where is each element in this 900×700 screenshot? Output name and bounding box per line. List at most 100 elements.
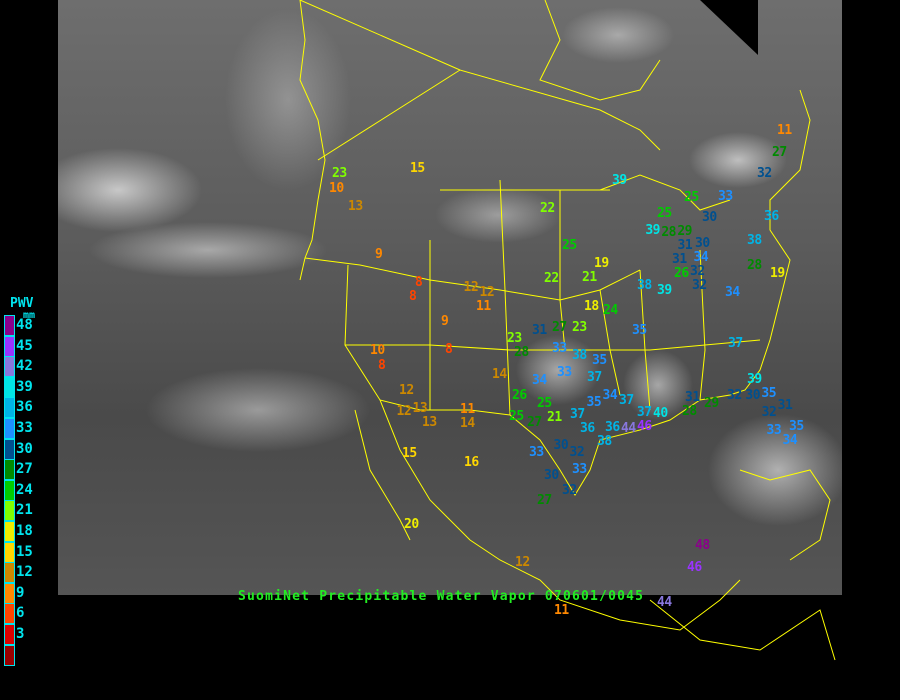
station-value: 9 bbox=[441, 314, 449, 329]
legend-label: 18 bbox=[16, 523, 33, 539]
station-value: 46 bbox=[687, 560, 702, 575]
legend-label: 33 bbox=[16, 420, 33, 436]
legend-swatch bbox=[4, 541, 15, 563]
legend-swatch bbox=[4, 624, 15, 645]
station-value: 31 bbox=[532, 323, 547, 338]
station-value: 32 bbox=[569, 445, 585, 460]
station-value: 19 bbox=[594, 256, 609, 271]
legend-label: 36 bbox=[16, 399, 33, 416]
station-value: 32 bbox=[761, 405, 777, 420]
legend-label: 15 bbox=[16, 543, 33, 560]
legend-swatch bbox=[4, 335, 15, 357]
station-value: 30 bbox=[745, 388, 761, 403]
border-line bbox=[345, 339, 761, 351]
station-value: 33 bbox=[766, 423, 782, 438]
legend-label: 9 bbox=[16, 584, 25, 601]
station-value: 39 bbox=[612, 173, 627, 188]
station-value: 12 bbox=[396, 404, 412, 419]
station-value: 31 bbox=[672, 252, 687, 268]
station-value: 30 bbox=[544, 468, 559, 483]
legend-label: 6 bbox=[16, 605, 25, 622]
legend-swatch bbox=[4, 376, 15, 398]
station-value: 37 bbox=[587, 370, 602, 385]
station-value: 32 bbox=[727, 388, 742, 403]
legend-label: 45 bbox=[16, 337, 33, 354]
station-value: 27 bbox=[527, 415, 542, 430]
station-value: 11 bbox=[460, 401, 475, 417]
station-value: 36 bbox=[764, 209, 779, 224]
border-line bbox=[344, 264, 511, 416]
station-value: 15 bbox=[410, 161, 425, 176]
legend-swatch bbox=[4, 438, 15, 460]
legend-unit: mm bbox=[23, 310, 36, 321]
legend-swatch bbox=[4, 582, 15, 604]
station-value: 35 bbox=[789, 419, 804, 434]
station-value: 38 bbox=[572, 348, 587, 363]
legend-swatch bbox=[4, 418, 15, 439]
station-value: 35 bbox=[761, 386, 777, 401]
station-value: 39 bbox=[747, 372, 762, 387]
station-value: 22 bbox=[540, 201, 555, 216]
border-line bbox=[299, 0, 326, 281]
station-value: 29 bbox=[677, 224, 692, 240]
legend-swatch bbox=[4, 479, 15, 501]
station-value: 20 bbox=[404, 517, 419, 532]
border-line bbox=[509, 89, 811, 496]
station-value: 8 bbox=[378, 358, 386, 373]
station-value: 32 bbox=[562, 483, 577, 498]
border-line bbox=[699, 249, 706, 401]
legend-swatch bbox=[4, 562, 15, 584]
border-line bbox=[649, 599, 836, 661]
border-line bbox=[599, 174, 731, 211]
station-value: 33 bbox=[572, 462, 587, 477]
station-value: 24 bbox=[603, 303, 618, 318]
station-value: 8 bbox=[445, 342, 453, 357]
legend-swatch bbox=[4, 644, 15, 666]
border-line bbox=[379, 399, 741, 631]
legend-swatch bbox=[4, 397, 15, 419]
station-value: 13 bbox=[348, 199, 363, 214]
legend-swatch bbox=[4, 356, 15, 378]
station-value: 35 bbox=[592, 353, 607, 368]
station-value: 26 bbox=[512, 388, 527, 403]
station-value: 25 bbox=[684, 190, 699, 205]
station-value: 11 bbox=[476, 298, 491, 314]
station-value: 37 bbox=[636, 404, 652, 420]
station-value: 27 bbox=[772, 145, 787, 160]
station-value: 13 bbox=[422, 415, 437, 430]
station-value: 44 bbox=[657, 595, 672, 610]
station-value: 33 bbox=[557, 365, 572, 380]
station-value: 11 bbox=[554, 603, 569, 618]
legend-swatch bbox=[4, 500, 15, 522]
station-value: 21 bbox=[547, 410, 562, 425]
station-value: 12 bbox=[515, 555, 530, 570]
legend-swatch bbox=[4, 459, 15, 481]
legend-label: 3 bbox=[16, 626, 25, 642]
station-value: 26 bbox=[674, 266, 689, 282]
station-value: 37 bbox=[619, 393, 634, 408]
station-value: 34 bbox=[693, 250, 709, 265]
legend-label: 30 bbox=[16, 440, 33, 457]
legend-label: 42 bbox=[16, 358, 33, 375]
border-line bbox=[354, 409, 411, 541]
border-line bbox=[739, 469, 831, 561]
station-value: 12 bbox=[479, 284, 495, 300]
station-value: 16 bbox=[464, 455, 479, 470]
satellite-image bbox=[58, 0, 842, 595]
legend-label: 48 bbox=[16, 317, 33, 333]
border-line bbox=[539, 0, 661, 101]
station-value: 19 bbox=[770, 266, 785, 281]
station-value: 38 bbox=[637, 278, 652, 293]
legend-label: 39 bbox=[16, 378, 33, 395]
station-value: 35 bbox=[586, 395, 602, 410]
station-value: 9 bbox=[375, 247, 383, 262]
legend-label: 24 bbox=[16, 481, 33, 498]
station-value: 48 bbox=[695, 538, 710, 553]
station-value: 12 bbox=[463, 280, 479, 295]
station-value: 21 bbox=[582, 270, 597, 285]
station-value: 8 bbox=[409, 288, 417, 304]
station-value: 23 bbox=[572, 320, 587, 335]
station-value: 12 bbox=[399, 383, 414, 398]
station-value: 15 bbox=[402, 446, 417, 461]
station-value: 14 bbox=[492, 367, 507, 382]
